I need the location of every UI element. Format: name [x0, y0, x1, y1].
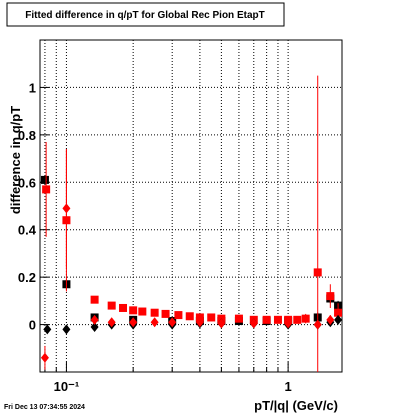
y-tick-label: 1	[29, 80, 36, 95]
title-box	[6, 2, 285, 27]
chart-title: Fitted difference in q/pT for Global Rec…	[25, 10, 264, 21]
square-marker	[161, 309, 170, 318]
square-marker	[40, 175, 49, 184]
square-marker	[326, 292, 335, 301]
y-tick-label: 0.2	[18, 270, 36, 285]
x-axis-label: pT/|q| (GeV/c)	[254, 398, 338, 413]
diamond-marker	[62, 324, 71, 335]
square-marker	[262, 315, 271, 324]
diamond-marker	[217, 318, 226, 329]
y-tick-label: 0	[29, 318, 36, 333]
square-marker	[207, 313, 216, 322]
x-tick-label: 1	[285, 379, 292, 394]
square-marker	[119, 303, 128, 312]
diamond-marker	[107, 317, 116, 328]
y-tick-label: 0.8	[18, 128, 36, 143]
square-marker	[301, 314, 310, 323]
square-marker	[234, 314, 243, 323]
square-marker	[185, 312, 194, 321]
square-marker	[334, 308, 343, 317]
diamond-marker	[249, 318, 258, 329]
square-marker	[138, 307, 147, 316]
diamond-marker	[90, 314, 99, 325]
diamond-marker	[168, 317, 177, 328]
diamond-marker	[62, 203, 71, 214]
x-tick-label: 10⁻¹	[54, 379, 80, 394]
square-marker	[129, 306, 138, 315]
frame	[39, 39, 343, 373]
square-marker	[90, 295, 99, 304]
diamond-marker	[43, 324, 52, 335]
diamond-marker	[195, 317, 204, 328]
square-marker	[42, 185, 51, 194]
square-marker	[150, 308, 159, 317]
diamond-marker	[90, 321, 99, 332]
diamond-marker	[40, 352, 49, 363]
diamond-marker	[129, 317, 138, 328]
square-marker	[107, 301, 116, 310]
diamond-marker	[334, 314, 343, 325]
square-marker	[313, 268, 322, 277]
diamond-marker	[284, 318, 293, 329]
y-tick-label: 0.4	[18, 223, 37, 238]
square-marker	[293, 315, 302, 324]
diamond-marker	[313, 319, 322, 330]
y-tick-label: 0.6	[18, 175, 36, 190]
timestamp: Fri Dec 13 07:34:55 2024	[4, 404, 85, 411]
diamond-marker	[326, 314, 335, 325]
square-marker	[273, 315, 282, 324]
y-axis-label: difference in q/pT	[8, 106, 23, 214]
diamond-marker	[150, 317, 159, 328]
square-marker	[174, 311, 183, 320]
